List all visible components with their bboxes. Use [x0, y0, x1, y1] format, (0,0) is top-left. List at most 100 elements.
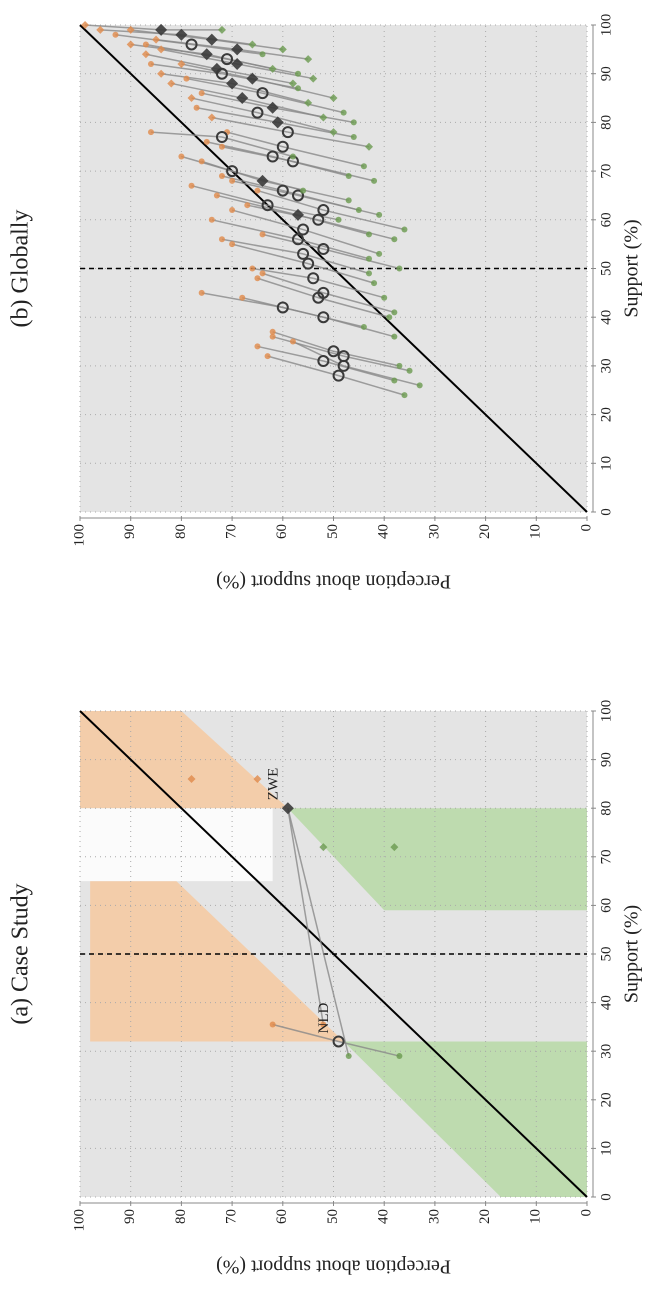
- connector: [282, 306, 365, 328]
- connector: [257, 277, 319, 299]
- estimate-marker: [142, 41, 149, 48]
- estimate-marker: [207, 113, 216, 122]
- country-marker: [302, 257, 315, 270]
- x-tick-label: 0: [598, 508, 614, 516]
- estimate-marker: [295, 70, 302, 77]
- x-tick-label: 70: [598, 849, 614, 864]
- x-tick-label: 50: [598, 947, 614, 962]
- estimate-marker: [259, 231, 266, 238]
- estimate-marker: [371, 177, 378, 184]
- connector: [257, 345, 324, 362]
- country-marker: [215, 131, 228, 144]
- estimate-marker: [268, 64, 277, 73]
- estimate-marker: [340, 109, 347, 116]
- connector: [272, 155, 349, 177]
- y-axis-title: Perception about support (%): [216, 570, 451, 592]
- estimate-marker: [81, 21, 90, 29]
- country-marker: [327, 345, 340, 358]
- connector: [196, 107, 278, 124]
- connector: [130, 43, 207, 55]
- estimate-marker: [396, 265, 403, 272]
- connector: [191, 97, 258, 114]
- y-tick-label: 10: [528, 524, 544, 539]
- estimate-marker: [345, 172, 352, 179]
- estimate-marker: [391, 309, 398, 316]
- estimate-marker: [147, 60, 154, 67]
- connector: [211, 219, 299, 241]
- estimate-marker: [152, 35, 161, 44]
- connector: [333, 350, 400, 367]
- estimate-marker: [208, 216, 215, 223]
- connector: [221, 136, 294, 158]
- connector: [85, 24, 162, 31]
- estimate-marker: [193, 104, 200, 111]
- estimate-marker: [198, 90, 205, 97]
- connector: [252, 267, 314, 279]
- chart-title: (a) Case Study: [8, 883, 34, 1024]
- connector: [287, 808, 350, 1057]
- estimate-marker: [300, 187, 307, 194]
- estimate-marker: [289, 338, 296, 345]
- shaded-region: [343, 1041, 587, 1197]
- shaded-region: [287, 808, 587, 911]
- estimate-marker: [248, 40, 257, 49]
- chart-title: (b) Globally: [8, 210, 34, 328]
- estimate-marker: [254, 343, 261, 350]
- country-marker: [317, 311, 330, 324]
- connector: [267, 355, 339, 377]
- country-label: NLD: [316, 1002, 332, 1033]
- connector: [318, 219, 395, 241]
- y-tick-label: 100: [71, 1209, 87, 1232]
- estimate-marker: [203, 138, 210, 145]
- estimate-marker: [213, 192, 220, 199]
- connector: [302, 228, 380, 255]
- x-tick-label: 20: [598, 407, 614, 422]
- country-marker: [317, 243, 330, 256]
- country-marker: [317, 204, 330, 217]
- country-marker: [226, 77, 239, 90]
- estimate-marker: [218, 172, 225, 179]
- connector: [272, 1023, 339, 1043]
- estimate-marker: [391, 236, 398, 243]
- shaded-region: [90, 881, 344, 1042]
- country-marker: [281, 126, 294, 139]
- connector: [313, 277, 385, 299]
- x-tick-label: 80: [598, 115, 614, 130]
- connector: [323, 248, 400, 270]
- estimate-marker: [239, 294, 246, 301]
- y-tick-label: 90: [122, 524, 138, 539]
- connector: [338, 374, 405, 396]
- y-tick-label: 20: [477, 1209, 493, 1224]
- estimate-marker: [364, 142, 373, 151]
- y-tick-label: 20: [477, 524, 493, 539]
- y-axis-title: Perception about support (%): [216, 1255, 451, 1277]
- estimate-marker: [178, 153, 185, 160]
- country-marker: [266, 150, 279, 163]
- estimate-marker: [218, 143, 225, 150]
- country-marker: [292, 189, 305, 202]
- x-tick-label: 100: [598, 700, 614, 723]
- estimate-marker: [198, 158, 205, 165]
- country-marker: [307, 272, 320, 285]
- estimate-marker: [416, 382, 423, 389]
- estimate-marker: [295, 85, 302, 92]
- y-tick-label: 90: [122, 1209, 138, 1224]
- estimate-marker: [396, 1053, 403, 1060]
- country-marker: [317, 355, 330, 368]
- connector: [237, 48, 309, 60]
- country-marker: [251, 106, 264, 119]
- connector: [282, 146, 365, 167]
- y-tick-label: 80: [173, 524, 189, 539]
- y-tick-label: 40: [376, 1209, 392, 1224]
- connector: [171, 82, 243, 99]
- country-marker: [276, 184, 289, 197]
- country-marker: [185, 38, 198, 51]
- y-tick-label: 60: [274, 524, 290, 539]
- country-marker: [246, 72, 259, 85]
- country-marker: [297, 247, 310, 260]
- shaded-region: [80, 711, 288, 809]
- country-marker: [297, 223, 310, 236]
- connector: [201, 92, 273, 109]
- estimate-marker: [229, 207, 236, 214]
